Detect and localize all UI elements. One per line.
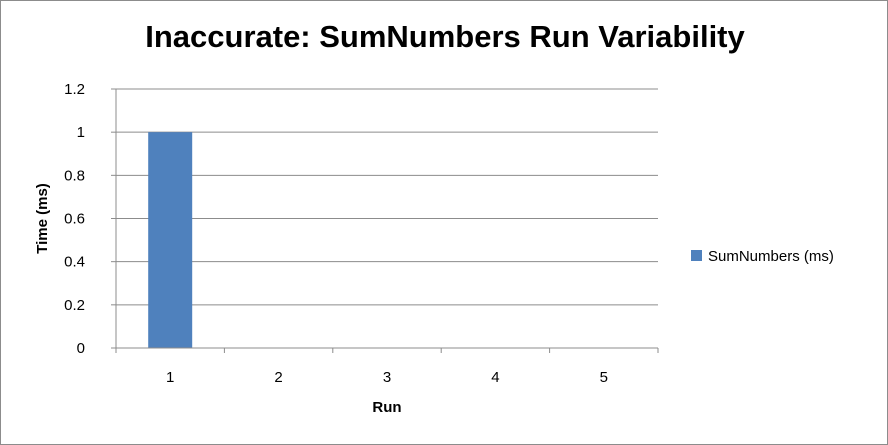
y-tick-label: 0.8 [64, 167, 85, 184]
y-tick-label: 0.4 [64, 254, 85, 271]
legend: SumNumbers (ms) [691, 248, 834, 265]
x-tick-label: 5 [600, 369, 608, 386]
y-tick-label: 0.2 [64, 297, 85, 314]
x-tick-label: 2 [274, 369, 282, 386]
y-tick-label: 1 [77, 124, 85, 141]
x-axis-label: Run [372, 399, 401, 416]
y-axis-ticks: 0 0.2 0.4 0.6 0.8 1 1.2 [64, 81, 116, 357]
gridlines [116, 88, 658, 306]
y-tick-label: 1.2 [64, 81, 85, 98]
legend-swatch [691, 250, 702, 261]
bar [148, 132, 193, 348]
x-axis-ticks: 1 2 3 4 5 [115, 348, 659, 386]
x-tick-label: 4 [491, 369, 499, 386]
y-tick-label: 0.6 [64, 211, 85, 228]
chart-title: Inaccurate: SumNumbers Run Variability [145, 19, 745, 54]
x-tick-label: 1 [166, 369, 174, 386]
y-tick-label: 0 [77, 340, 85, 357]
bars [148, 132, 193, 348]
legend-label: SumNumbers (ms) [708, 248, 834, 265]
y-axis-label: Time (ms) [34, 183, 51, 254]
x-tick-label: 3 [383, 369, 391, 386]
